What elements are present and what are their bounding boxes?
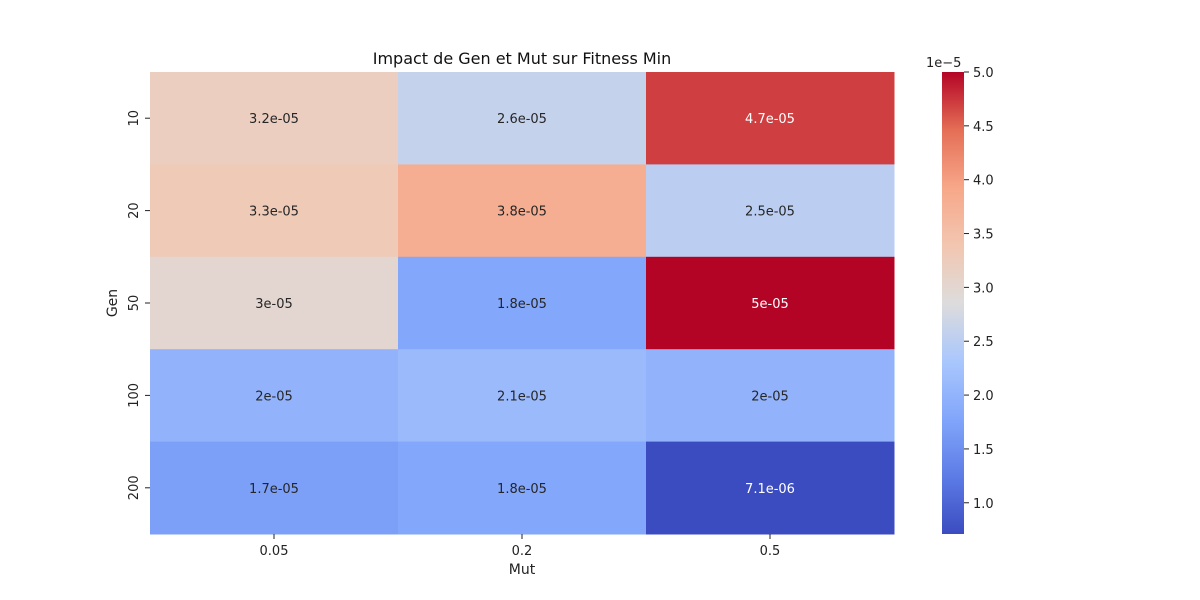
y-axis-ticks: 10 20 50 100 200 bbox=[127, 110, 150, 500]
cell-value-label: 1.8e-05 bbox=[497, 482, 547, 497]
heatmap-cell bbox=[398, 164, 647, 258]
cell-value-label: 3.8e-05 bbox=[497, 205, 547, 220]
heatmap-cell bbox=[398, 256, 647, 350]
cell-value-label: 2e-05 bbox=[255, 389, 293, 404]
colorbar-ticks: 1.0 1.5 2.0 2.5 3.0 3.5 4.0 4.5 5.0 bbox=[964, 66, 994, 512]
colorbar-tick-label: 5.0 bbox=[973, 66, 994, 81]
y-tick-label: 200 bbox=[127, 475, 142, 500]
y-axis-label: Gen bbox=[105, 289, 121, 317]
colorbar-tick-label: 4.5 bbox=[973, 120, 994, 135]
cell-value-label: 2.5e-05 bbox=[745, 205, 795, 220]
y-tick-label: 10 bbox=[127, 110, 142, 127]
cell-value-label: 7.1e-06 bbox=[745, 482, 795, 497]
y-tick-label: 50 bbox=[127, 295, 142, 312]
heatmap-cell bbox=[398, 441, 647, 535]
heatmap-cell bbox=[150, 164, 399, 258]
x-tick-label: 0.2 bbox=[512, 544, 533, 559]
heatmap-cell bbox=[150, 256, 399, 350]
x-tick-label: 0.5 bbox=[760, 544, 781, 559]
heatmap-cell bbox=[398, 349, 647, 443]
chart-title: Impact de Gen et Mut sur Fitness Min bbox=[373, 49, 672, 68]
colorbar-gradient bbox=[942, 72, 964, 534]
heatmap-cell bbox=[398, 72, 647, 165]
heatmap-cell bbox=[646, 72, 895, 165]
x-tick-label: 0.05 bbox=[260, 544, 289, 559]
heatmap-cells: 3.2e-05 2.6e-05 4.7e-05 3.3e-05 3.8e-05 2.5e-… bbox=[150, 72, 895, 535]
colorbar-tick-label: 3.0 bbox=[973, 281, 994, 296]
x-axis-label: Mut bbox=[509, 562, 536, 578]
colorbar: 1e−5 1.0 1.5 2.0 2.5 3.0 3.5 4.0 4.5 5.0 bbox=[926, 56, 994, 534]
y-tick-label: 100 bbox=[127, 383, 142, 408]
colorbar-tick-label: 3.5 bbox=[973, 228, 994, 243]
heatmap-cell bbox=[646, 349, 895, 443]
colorbar-tick-label: 2.0 bbox=[973, 389, 994, 404]
heatmap-cell bbox=[150, 349, 399, 443]
heatmap-cell bbox=[646, 441, 895, 535]
cell-value-label: 5e-05 bbox=[751, 297, 789, 312]
colorbar-tick-label: 1.0 bbox=[973, 497, 994, 512]
heatmap-cell bbox=[150, 72, 399, 165]
x-axis-ticks: 0.05 0.2 0.5 bbox=[260, 534, 781, 559]
cell-value-label: 3.3e-05 bbox=[249, 205, 299, 220]
cell-value-label: 3.2e-05 bbox=[249, 112, 299, 127]
y-tick-label: 20 bbox=[127, 202, 142, 219]
cell-value-label: 2e-05 bbox=[751, 389, 789, 404]
heatmap-cell bbox=[150, 441, 399, 535]
cell-value-label: 1.8e-05 bbox=[497, 297, 547, 312]
colorbar-tick-label: 1.5 bbox=[973, 443, 994, 458]
heatmap-cell bbox=[646, 164, 895, 258]
colorbar-tick-label: 2.5 bbox=[973, 335, 994, 350]
colorbar-tick-label: 4.0 bbox=[973, 174, 994, 189]
heatmap-cell bbox=[646, 256, 895, 350]
cell-value-label: 2.6e-05 bbox=[497, 112, 547, 127]
cell-value-label: 1.7e-05 bbox=[249, 482, 299, 497]
cell-value-label: 3e-05 bbox=[255, 297, 293, 312]
colorbar-exponent-label: 1e−5 bbox=[926, 56, 961, 71]
cell-value-label: 4.7e-05 bbox=[745, 112, 795, 127]
cell-value-label: 2.1e-05 bbox=[497, 389, 547, 404]
